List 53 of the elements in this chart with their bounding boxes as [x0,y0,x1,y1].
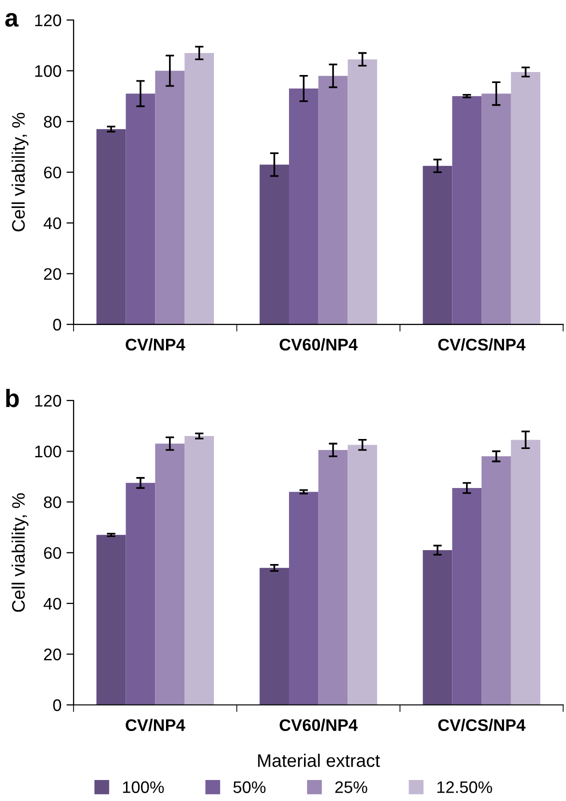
bar [318,76,348,324]
bar [348,444,378,705]
y-tick-label: 100 [35,65,62,77]
bar [260,568,289,705]
bar [510,440,540,705]
bar [260,164,289,324]
y-tick-label: 20 [44,648,62,660]
bar [155,444,185,705]
bar [318,450,348,705]
bar [184,436,214,705]
x-axis-title: Material extract [258,754,380,768]
bar [452,96,482,324]
y-tick-label: 60 [44,166,62,178]
y-tick-label: 120 [35,394,62,407]
chart-title: a [5,13,19,27]
y-tick-label: 80 [44,496,62,508]
legend-label: 50% [233,781,266,794]
bar [184,53,214,324]
x-tick-label: CV60/NP4 [280,338,358,351]
y-tick-label: 60 [44,547,62,559]
bar [126,482,156,705]
y-tick-label: 100 [35,446,62,458]
legend-label: 25% [335,781,368,794]
bar [96,534,126,705]
bar [422,550,452,705]
y-tick-label: 120 [35,14,62,26]
x-tick-label: CV/NP4 [126,718,186,732]
y-tick-label: 80 [44,116,62,128]
legend-label: 100% [123,781,164,794]
y-tick-label: 0 [53,699,62,712]
y-tick-label: 0 [53,318,62,331]
bar [348,59,378,324]
bar [482,94,511,324]
chart-title: b [6,388,19,408]
x-tick-label: CV60/NP4 [280,718,358,732]
y-tick-label: 20 [44,268,62,280]
y-tick-label: 40 [44,217,62,230]
y-axis-title: Cell viability, % [12,493,28,612]
x-tick-label: CV/CS/NP4 [438,718,526,732]
legend-label: 12.50% [437,781,492,794]
bar [452,488,482,705]
bar [155,70,185,324]
y-tick-label: 40 [44,598,62,610]
bar [422,166,452,324]
y-axis-title: Cell viability, % [12,112,28,232]
bar [289,492,318,705]
bar [289,88,318,324]
bar [96,129,126,324]
x-tick-label: CV/NP4 [126,338,186,351]
bar [482,456,511,705]
bar [510,72,540,324]
bar [126,94,156,324]
x-tick-label: CV/CS/NP4 [438,338,526,351]
